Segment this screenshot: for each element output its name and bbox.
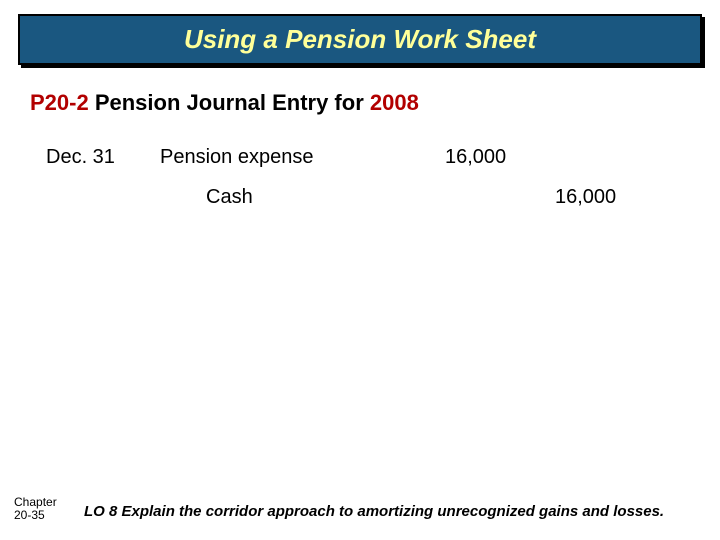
journal-date: Dec. 31 bbox=[46, 146, 115, 169]
journal-account-credit: Cash bbox=[206, 186, 253, 209]
page-title: Using a Pension Work Sheet bbox=[184, 24, 536, 54]
problem-description: Pension Journal Entry for bbox=[89, 90, 370, 115]
chapter-label: Chapter 20-35 bbox=[14, 496, 57, 522]
chapter-label-line2: 20-35 bbox=[14, 508, 45, 522]
problem-year: 2008 bbox=[370, 90, 419, 115]
problem-subheading: P20-2 Pension Journal Entry for 2008 bbox=[30, 90, 419, 116]
chapter-label-line1: Chapter bbox=[14, 495, 57, 509]
title-bar: Using a Pension Work Sheet bbox=[18, 14, 702, 65]
problem-id: P20-2 bbox=[30, 90, 89, 115]
journal-account-debit: Pension expense bbox=[160, 146, 313, 169]
learning-objective: LO 8 Explain the corridor approach to am… bbox=[84, 503, 664, 520]
journal-debit-amount: 16,000 bbox=[445, 146, 506, 169]
journal-credit-amount: 16,000 bbox=[555, 186, 616, 209]
